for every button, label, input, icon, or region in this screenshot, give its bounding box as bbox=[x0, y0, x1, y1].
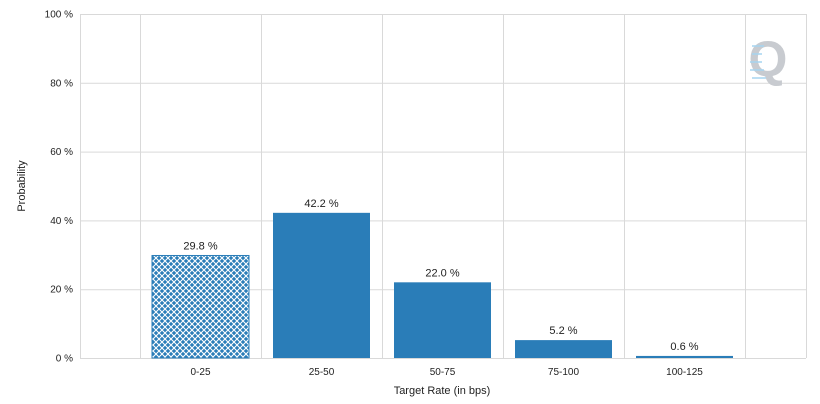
y-tick-label: 0 % bbox=[56, 354, 73, 365]
bar bbox=[273, 212, 370, 358]
bar-value-label: 29.8 % bbox=[183, 240, 217, 252]
x-tick-label: 0-25 bbox=[190, 367, 210, 378]
grid bbox=[80, 14, 807, 359]
x-axis-title: Target Rate (in bps) bbox=[394, 385, 491, 397]
y-tick-label: 80 % bbox=[50, 78, 73, 89]
y-axis-ticks: 0 % 20 % 40 % 60 % 80 % 100 % bbox=[45, 10, 73, 365]
y-tick-label: 100 % bbox=[45, 10, 73, 21]
bar-value-label: 5.2 % bbox=[549, 325, 577, 337]
y-tick-label: 60 % bbox=[50, 147, 73, 158]
q-logo-icon: Q bbox=[749, 31, 788, 87]
bar bbox=[394, 282, 491, 358]
x-tick-label: 50-75 bbox=[430, 367, 456, 378]
x-tick-label: 100-125 bbox=[666, 367, 703, 378]
bar bbox=[515, 340, 612, 358]
x-axis-ticks: 0-25 25-50 50-75 75-100 100-125 bbox=[190, 367, 703, 378]
x-tick-label: 25-50 bbox=[309, 367, 335, 378]
bar-value-label: 22.0 % bbox=[425, 267, 459, 279]
bar bbox=[636, 355, 733, 358]
x-tick-label: 75-100 bbox=[548, 367, 580, 378]
bar-value-label: 0.6 % bbox=[670, 341, 698, 353]
y-tick-label: 20 % bbox=[50, 285, 73, 296]
bar-value-label: 42.2 % bbox=[304, 198, 338, 210]
bar bbox=[151, 254, 250, 359]
bars: 29.8 % 42.2 % 22.0 % 5.2 % 0.6 % bbox=[151, 198, 733, 359]
y-axis-title: Probability bbox=[16, 160, 28, 212]
y-tick-label: 40 % bbox=[50, 216, 73, 227]
